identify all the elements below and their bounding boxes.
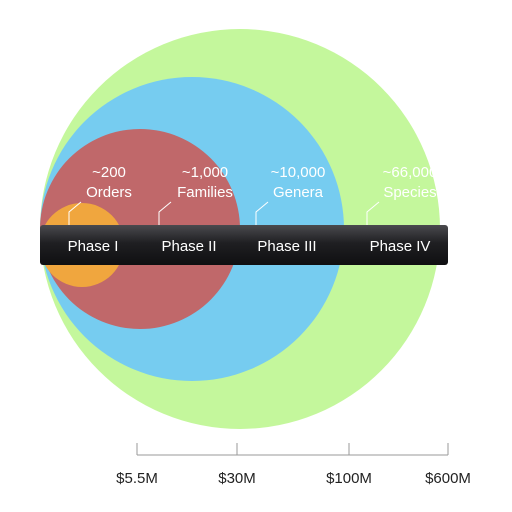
phase-label-2: Phase II <box>161 238 216 255</box>
families-callout-line <box>158 201 172 225</box>
orders-name: Orders <box>86 184 132 201</box>
cost-tick-label-1: $5.5M <box>116 470 158 487</box>
phase-label-3: Phase III <box>257 238 316 255</box>
cost-tick-label-3: $100M <box>326 470 372 487</box>
phase-label-4: Phase IV <box>370 238 431 255</box>
genera-name: Genera <box>273 184 324 201</box>
phase-label-1: Phase I <box>68 238 119 255</box>
cost-axis: $5.5M $30M $100M $600M <box>116 443 471 487</box>
families-name: Families <box>177 184 233 201</box>
species-count: ~66,000 <box>383 164 438 181</box>
species-callout-line <box>366 201 380 225</box>
species-name: Species <box>383 184 436 201</box>
cost-tick-label-4: $600M <box>425 470 471 487</box>
genera-count: ~10,000 <box>271 164 326 181</box>
phase-band <box>40 225 448 265</box>
families-count: ~1,000 <box>182 164 228 181</box>
genera-callout-line <box>255 201 269 225</box>
orders-callout-line <box>68 201 82 225</box>
cost-tick-label-2: $30M <box>218 470 256 487</box>
orders-count: ~200 <box>92 164 126 181</box>
